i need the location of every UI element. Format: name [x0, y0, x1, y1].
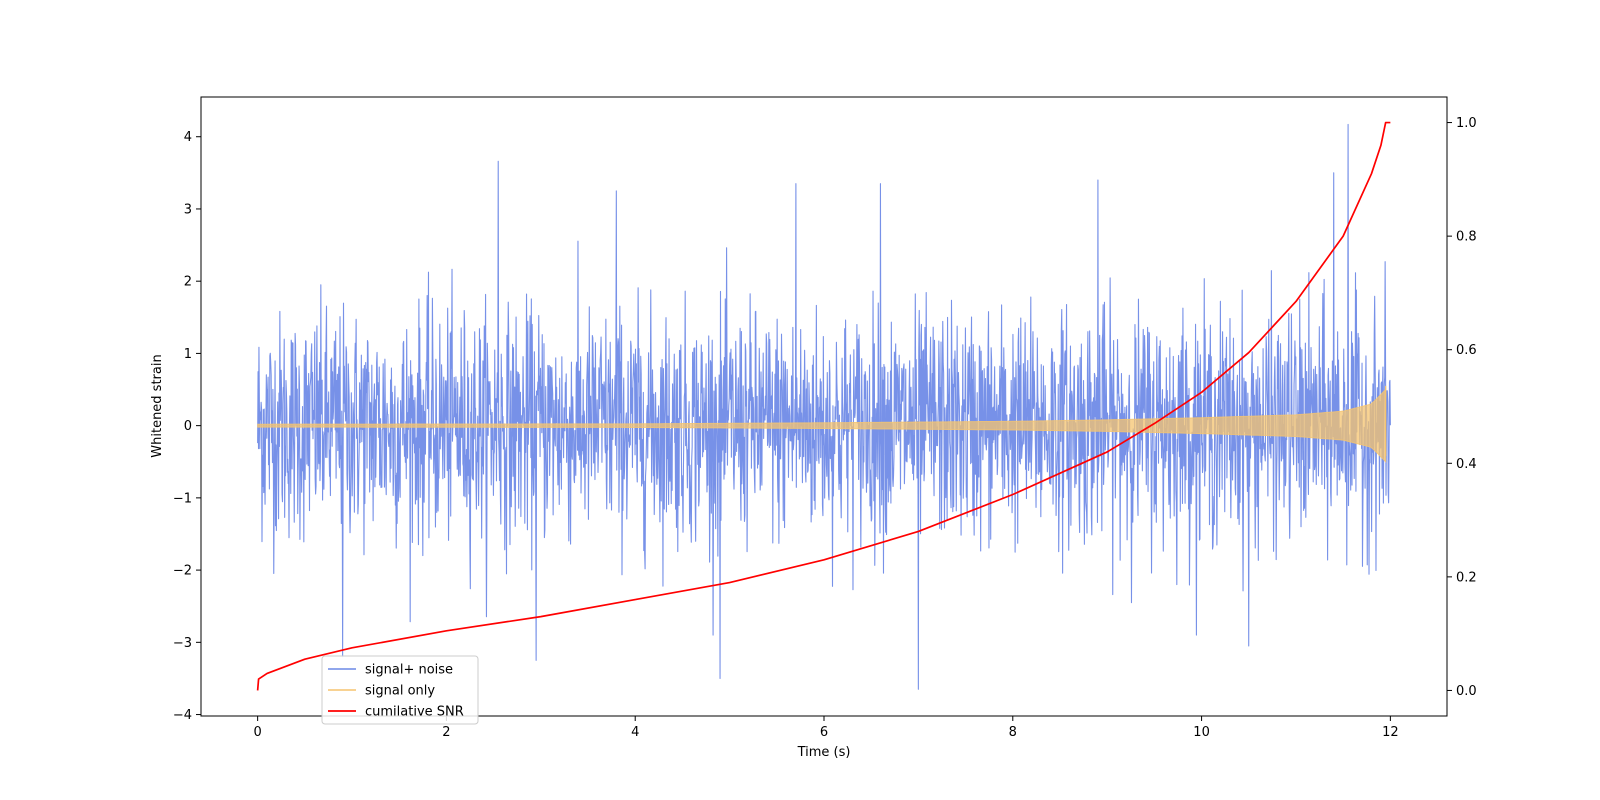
series-layer — [256, 121, 1391, 691]
y-tick-label: 3 — [184, 202, 192, 217]
y-tick-label: −3 — [173, 636, 192, 651]
x-axis-ticks: 0 2 4 6 8 10 12 — [253, 716, 1399, 740]
y2-axis-ticks: 0.0 0.2 0.4 0.6 0.8 1.0 — [1447, 116, 1477, 699]
y-tick-label: 4 — [184, 130, 192, 145]
legend-box — [321, 655, 479, 725]
series-signal-only-band — [257, 388, 1387, 463]
legend-label: signal only — [365, 684, 435, 699]
y2-tick-label: 1.0 — [1456, 116, 1477, 131]
y-tick-label: −4 — [173, 708, 192, 723]
y2-tick-label: 0.2 — [1456, 570, 1477, 585]
y-axis-ticks: −4 −3 −2 −1 0 1 2 3 4 — [173, 130, 201, 723]
y-tick-label: 1 — [184, 347, 192, 362]
legend-label: cumilative SNR — [365, 705, 464, 720]
x-tick-label: 6 — [820, 725, 828, 740]
legend-label: signal+ noise — [365, 663, 453, 678]
y2-tick-label: 0.4 — [1456, 457, 1477, 472]
x-axis-label: Time (s) — [797, 745, 851, 760]
x-tick-label: 4 — [631, 725, 639, 740]
series-cumulative-snr-line — [256, 121, 1391, 691]
legend: signal+ noise signal only cumilative SNR — [321, 655, 479, 725]
y2-tick-label: 0.6 — [1456, 343, 1477, 358]
y-tick-label: −1 — [173, 491, 192, 506]
x-tick-label: 12 — [1382, 725, 1399, 740]
series-signal-noise-line — [257, 123, 1391, 690]
x-tick-label: 10 — [1193, 725, 1210, 740]
x-tick-label: 2 — [442, 725, 450, 740]
y-tick-label: 2 — [184, 275, 192, 290]
x-tick-label: 8 — [1009, 725, 1017, 740]
y2-tick-label: 0.0 — [1456, 684, 1477, 699]
y2-tick-label: 0.8 — [1456, 230, 1477, 245]
x-tick-label: 0 — [253, 725, 261, 740]
y-tick-label: 0 — [184, 419, 192, 434]
y-axis-label: Whitened strain — [150, 354, 165, 457]
y-tick-label: −2 — [173, 564, 192, 579]
